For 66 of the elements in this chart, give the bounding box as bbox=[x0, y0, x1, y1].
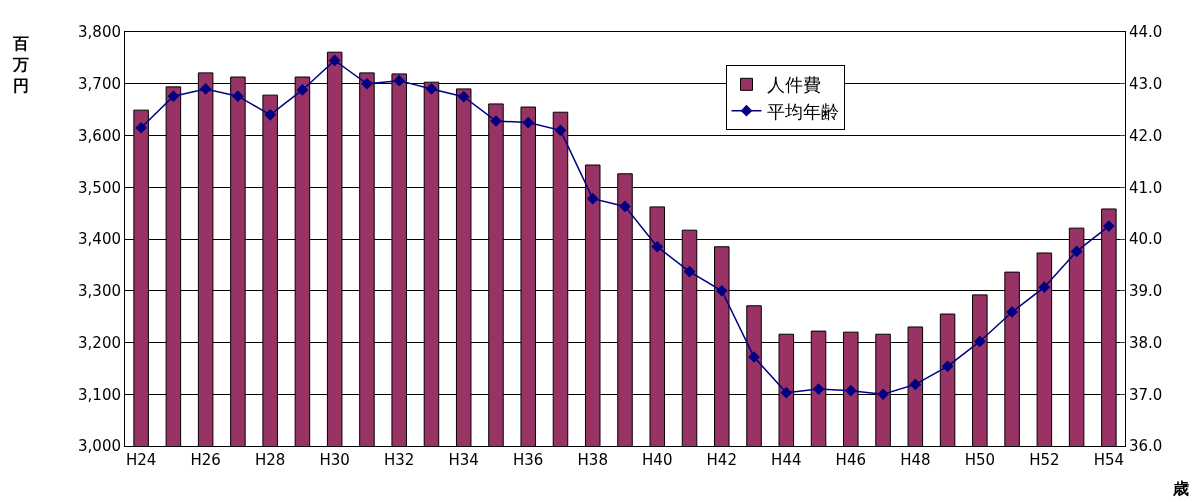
point bbox=[393, 74, 406, 87]
x-tick-label: H50 bbox=[964, 451, 996, 469]
x-tick-label: H26 bbox=[190, 451, 221, 469]
y2-tick-label: 44.0 bbox=[1129, 23, 1163, 42]
legend-label: 人件費 bbox=[766, 74, 821, 96]
y2-tick-label: 43.0 bbox=[1129, 75, 1163, 93]
x-tick-label: H48 bbox=[900, 451, 931, 469]
point bbox=[844, 384, 857, 397]
y-tick-label: 3,000 bbox=[78, 437, 121, 456]
y-tick-label: 3,400 bbox=[78, 230, 121, 249]
point bbox=[780, 386, 793, 399]
x-tick-label: H30 bbox=[319, 451, 350, 469]
y2-tick-label: 37.0 bbox=[1129, 385, 1163, 404]
x-tick-label: H38 bbox=[577, 451, 608, 469]
point bbox=[715, 284, 728, 297]
point bbox=[651, 240, 664, 253]
y2-tick-label: 42.0 bbox=[1129, 126, 1163, 145]
x-tick-label: H24 bbox=[125, 451, 157, 469]
point bbox=[683, 265, 696, 278]
x-tick-label: H54 bbox=[1093, 451, 1125, 469]
x-tick-label: H32 bbox=[384, 451, 415, 469]
point bbox=[812, 383, 825, 395]
point bbox=[328, 54, 341, 67]
point bbox=[619, 200, 631, 213]
y2-tick-label: 39.0 bbox=[1129, 282, 1163, 300]
y2-tick-label: 40.0 bbox=[1129, 230, 1163, 249]
y-tick-label: 3,500 bbox=[78, 178, 121, 197]
point bbox=[941, 360, 954, 373]
point bbox=[296, 84, 309, 96]
point bbox=[586, 192, 599, 205]
point bbox=[167, 90, 180, 103]
x-tick-label: H46 bbox=[835, 451, 866, 469]
y-tick-label: 3,100 bbox=[78, 385, 121, 404]
y2-tick-label: 38.0 bbox=[1129, 333, 1163, 352]
legend-label: 平均年齢 bbox=[766, 100, 839, 122]
point bbox=[973, 335, 986, 348]
point bbox=[232, 90, 244, 103]
point bbox=[135, 121, 147, 134]
x-tick-label: H36 bbox=[513, 451, 544, 469]
x-tick-label: H34 bbox=[448, 451, 479, 469]
y-tick-label: 3,200 bbox=[78, 333, 121, 352]
point bbox=[1038, 281, 1051, 293]
point bbox=[457, 90, 470, 103]
point bbox=[554, 124, 567, 137]
point bbox=[1070, 245, 1083, 258]
point bbox=[264, 108, 277, 121]
y-axis-title: 百万円 bbox=[12, 34, 29, 95]
x-tick-label: H40 bbox=[642, 451, 673, 469]
x-tick-label: H52 bbox=[1029, 451, 1060, 469]
point bbox=[877, 388, 889, 401]
x-tick-label: H42 bbox=[706, 451, 737, 469]
point bbox=[1103, 220, 1115, 232]
point bbox=[199, 83, 212, 95]
point bbox=[522, 116, 535, 129]
point bbox=[909, 378, 922, 391]
y2-axis-title: 歳 bbox=[1172, 479, 1189, 498]
x-tick-label: H28 bbox=[254, 451, 286, 469]
y2-tick-label: 41.0 bbox=[1129, 178, 1163, 197]
y-tick-label: 3,700 bbox=[78, 75, 121, 93]
y-tick-label: 3,300 bbox=[78, 282, 121, 300]
x-tick-label: H44 bbox=[771, 451, 802, 469]
y2-tick-label: 36.0 bbox=[1129, 437, 1163, 456]
y-tick-label: 3,800 bbox=[78, 23, 121, 42]
y-tick-label: 3,600 bbox=[78, 126, 121, 145]
point bbox=[425, 83, 438, 95]
point bbox=[361, 77, 373, 90]
